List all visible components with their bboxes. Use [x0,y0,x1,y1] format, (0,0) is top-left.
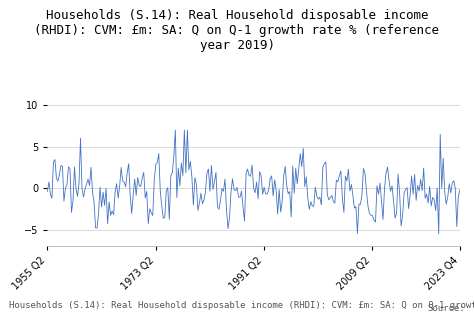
Text: Households (S.14): Real Household disposable income (RHDI): CVM: £m: SA: Q on Q-: Households (S.14): Real Household dispos… [9,301,474,310]
Text: Source:: Source: [427,304,465,313]
Text: Households (S.14): Real Household disposable income
(RHDI): CVM: £m: SA: Q on Q-: Households (S.14): Real Household dispos… [35,9,439,52]
